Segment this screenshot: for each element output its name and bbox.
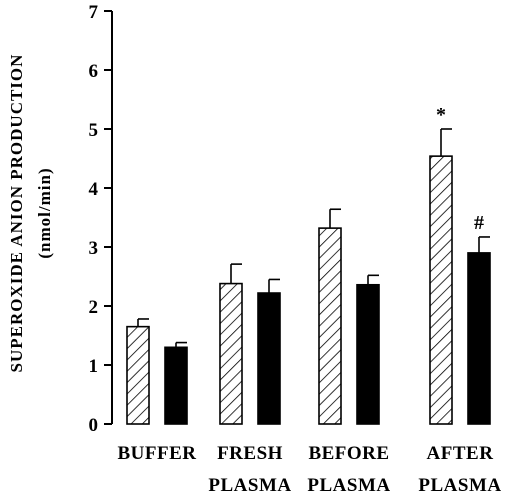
- annotations: *#: [436, 104, 484, 234]
- y-tick-label: 0: [89, 415, 99, 436]
- significance-marker: *: [436, 104, 446, 126]
- y-axis-title: SUPEROXIDE ANION PRODUCTION: [7, 54, 26, 373]
- x-category-label-line2: PLASMA: [307, 475, 390, 496]
- bars: [126, 128, 491, 425]
- x-category-label: BEFORE: [308, 443, 389, 464]
- x-category-label: BUFFER: [118, 443, 197, 464]
- y-axis-unit: (nmol/min): [35, 167, 54, 258]
- bar-hatched: [318, 227, 342, 425]
- y-axis: 0 1 2 3 4 5 6 7: [89, 2, 113, 436]
- y-tick-label: 4: [89, 179, 99, 200]
- x-category-label: AFTER: [427, 443, 494, 464]
- x-axis-labels: BUFFER FRESH PLASMA BEFORE PLASMA AFTER PLASMA: [118, 443, 502, 496]
- x-category-label-line2: PLASMA: [418, 475, 501, 496]
- x-category-label-line2: PLASMA: [208, 475, 291, 496]
- bar-hatched: [126, 325, 150, 425]
- bar-solid: [257, 292, 281, 425]
- x-category-label: FRESH: [217, 443, 283, 464]
- bar-solid: [164, 346, 188, 425]
- bar-hatched: [219, 282, 243, 425]
- y-axis-title-line1: SUPEROXIDE ANION PRODUCTION: [7, 54, 26, 373]
- significance-marker: #: [474, 212, 484, 234]
- y-tick-label: 1: [89, 356, 99, 377]
- y-tick-label: 2: [89, 297, 99, 318]
- y-tick-label: 5: [89, 120, 99, 141]
- bar-hatched: [429, 155, 453, 425]
- bar-solid: [356, 283, 380, 425]
- bar-solid: [467, 252, 491, 425]
- y-tick-label: 3: [89, 238, 99, 259]
- y-tick-label: 6: [89, 61, 99, 82]
- y-axis-title-line2: (nmol/min): [35, 167, 54, 258]
- y-tick-label: 7: [89, 2, 99, 23]
